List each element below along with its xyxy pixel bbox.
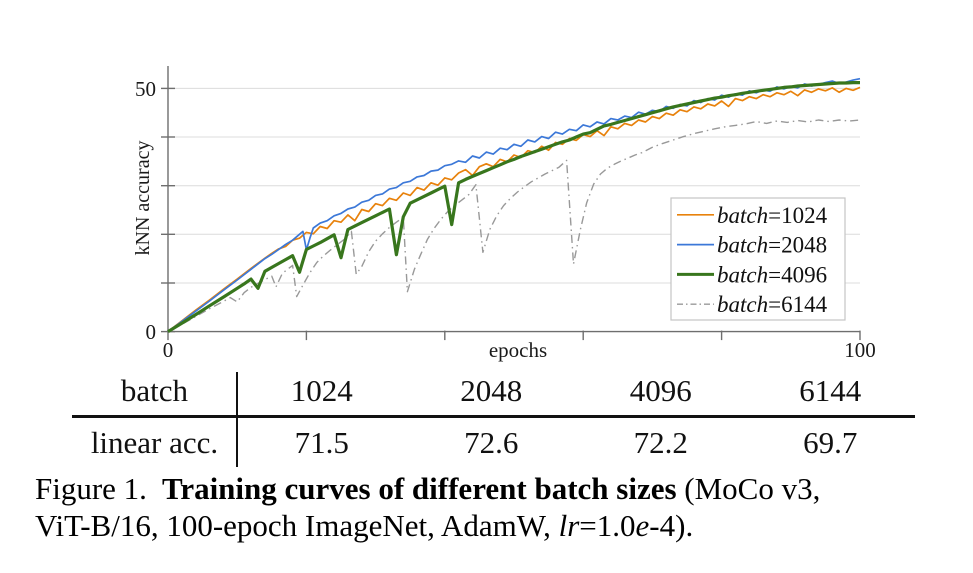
x-tick-label: 0 — [163, 338, 174, 362]
legend-label-batch-6144: batch=6144 — [717, 292, 828, 317]
table-cell-batch-4096: 4096 — [629, 372, 692, 408]
table-header-linear-acc: linear acc. — [90, 424, 219, 460]
caption-lr: lr — [558, 508, 580, 543]
legend-label-batch-4096: batch=4096 — [717, 262, 827, 287]
caption-lr-value: =1.0 — [579, 508, 636, 543]
series-lines — [167, 77, 861, 333]
table-rule — [72, 415, 915, 418]
table-cell-acc-4096: 72.2 — [633, 424, 688, 460]
table-column-divider — [236, 372, 238, 467]
y-tick-label: 0 — [146, 320, 157, 344]
chart-area: 0 100 0 50 epochs kNN accuracy batch=1024 batch… — [132, 66, 876, 362]
caption-figure-number: Figure 1. — [35, 471, 147, 506]
table-cell-acc-1024: 71.5 — [294, 424, 349, 460]
figure-caption: Figure 1. Training curves of different ba… — [35, 470, 960, 544]
table-cell-acc-6144: 69.7 — [803, 424, 858, 460]
series-line-batch-4096 — [167, 80, 860, 333]
y-axis-label: kNN accuracy — [132, 141, 154, 256]
axis-labels: 0 100 0 50 epochs kNN accuracy — [132, 77, 876, 362]
table-cell-batch-6144: 6144 — [799, 372, 862, 408]
results-table: batch 1024 2048 4096 6144 linear acc. 71… — [72, 366, 915, 467]
caption-e: e — [635, 508, 650, 543]
series-line-batch-6144 — [167, 119, 861, 333]
caption-rest-line2: ViT-B/16, 100-epoch ImageNet, AdamW, — [35, 508, 559, 543]
caption-bold-title: Training curves of different batch sizes — [161, 471, 677, 506]
y-tick-label: 50 — [135, 77, 156, 101]
table-row-linear-acc: linear acc. 71.5 72.6 72.2 69.7 — [72, 418, 915, 467]
x-axis-label: epochs — [489, 338, 547, 362]
caption-rest-line1: (MoCo v3, — [676, 471, 821, 506]
caption-tail: -4). — [649, 508, 694, 543]
legend-label-batch-2048: batch=2048 — [717, 233, 827, 258]
legend-label-batch-1024: batch=1024 — [717, 203, 828, 228]
legend-box — [670, 197, 846, 321]
table-row-batch: batch 1024 2048 4096 6144 — [72, 366, 915, 415]
table-header-batch: batch — [120, 372, 189, 408]
table-cell-acc-2048: 72.6 — [464, 424, 519, 460]
legend: batch=1024 batch=2048 batch=4096 batch=6144 — [670, 197, 846, 321]
table-cell-batch-2048: 2048 — [460, 372, 523, 408]
x-tick-label: 100 — [844, 338, 876, 362]
table-cell-batch-1024: 1024 — [290, 372, 353, 408]
